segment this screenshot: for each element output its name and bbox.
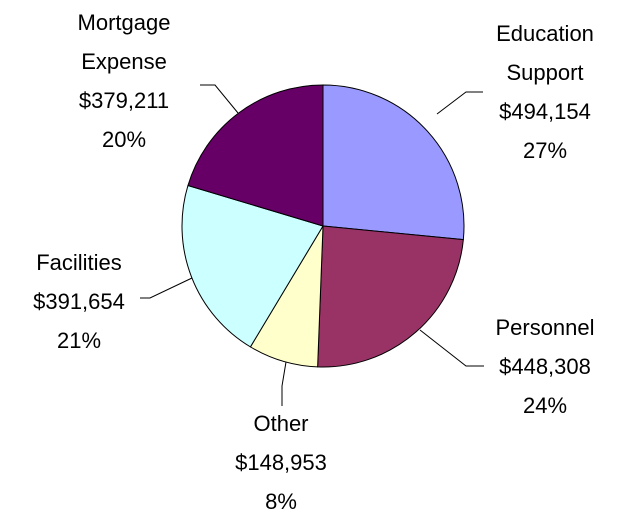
value-label: $379,211 [78,88,170,113]
leader-line [140,277,193,299]
value-label: 8% [265,489,297,510]
category-label: Mortgage Expense [77,10,171,74]
leader-line [419,329,484,367]
leader-line [200,84,239,114]
data-label: Other $148,953 8% [221,404,341,510]
value-label: 24% [522,393,568,418]
pie-wedge [181,184,324,348]
value-label: $148,953 [235,450,327,475]
leader-line [436,91,483,115]
leader-line [281,361,287,406]
category-label: Education Support [496,21,594,85]
data-label: Mortgage Expense $379,211 20% [64,3,184,159]
value-label: 21% [56,328,102,353]
value-label: $494,154 [499,99,591,124]
data-label: Personnel $448,308 24% [485,308,605,425]
data-label: Education Support $494,154 27% [485,14,605,170]
pie-wedge [187,84,324,227]
value-label: 27% [522,138,568,163]
pie-wedge [322,84,465,241]
value-label: $391,654 [33,289,125,314]
value-label: 20% [101,127,147,152]
category-label: Other [253,411,309,436]
category-label: Facilities [36,250,122,275]
value-label: $448,308 [499,354,591,379]
pie-wedge [317,225,464,368]
data-label: Facilities $391,654 21% [19,243,139,360]
category-label: Personnel [495,315,595,340]
